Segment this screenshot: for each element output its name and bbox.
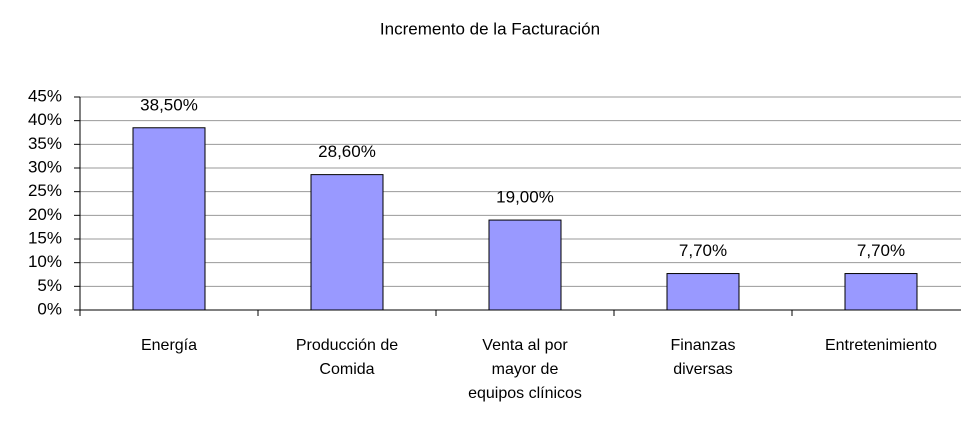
bar [666, 273, 740, 311]
y-tick-label: 10% [28, 252, 62, 271]
chart-title: Incremento de la Facturación [380, 19, 600, 38]
bar [844, 273, 918, 311]
data-label: 19,00% [496, 188, 554, 207]
x-tick-label: Venta al por mayor de equipos clínicos [468, 337, 582, 402]
bar [310, 174, 384, 311]
y-tick-label: 0% [37, 299, 62, 318]
data-label: 7,70% [679, 241, 727, 260]
data-label: 28,60% [318, 142, 376, 161]
data-label: 7,70% [857, 241, 905, 260]
x-tick-label: Energía [140, 337, 198, 354]
y-tick-label: 35% [28, 134, 62, 153]
bar [488, 219, 562, 311]
x-tick-label: Entretenimiento [824, 337, 938, 354]
x-tick-label: Producción de Comida [295, 337, 399, 378]
bar [132, 127, 206, 311]
y-tick-label: 40% [28, 110, 62, 129]
y-tick-label: 30% [28, 157, 62, 176]
y-tick-label: 20% [28, 205, 62, 224]
y-tick-label: 45% [28, 86, 62, 105]
data-label: 38,50% [140, 95, 198, 114]
x-tick-label: Finanzas diversas [670, 337, 736, 378]
y-tick-label: 25% [28, 181, 62, 200]
y-tick-label: 15% [28, 228, 62, 247]
y-tick-label: 5% [37, 276, 62, 295]
